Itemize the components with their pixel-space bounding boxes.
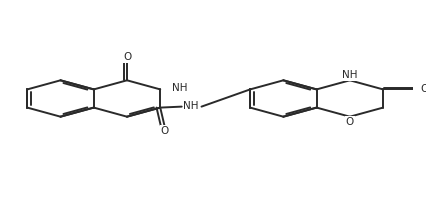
Text: O: O — [160, 126, 168, 136]
Text: O: O — [419, 84, 426, 94]
Text: O: O — [345, 117, 353, 127]
Text: NH: NH — [341, 70, 357, 80]
Text: O: O — [123, 52, 131, 62]
Text: NH: NH — [171, 83, 187, 93]
Text: NH: NH — [183, 101, 199, 111]
